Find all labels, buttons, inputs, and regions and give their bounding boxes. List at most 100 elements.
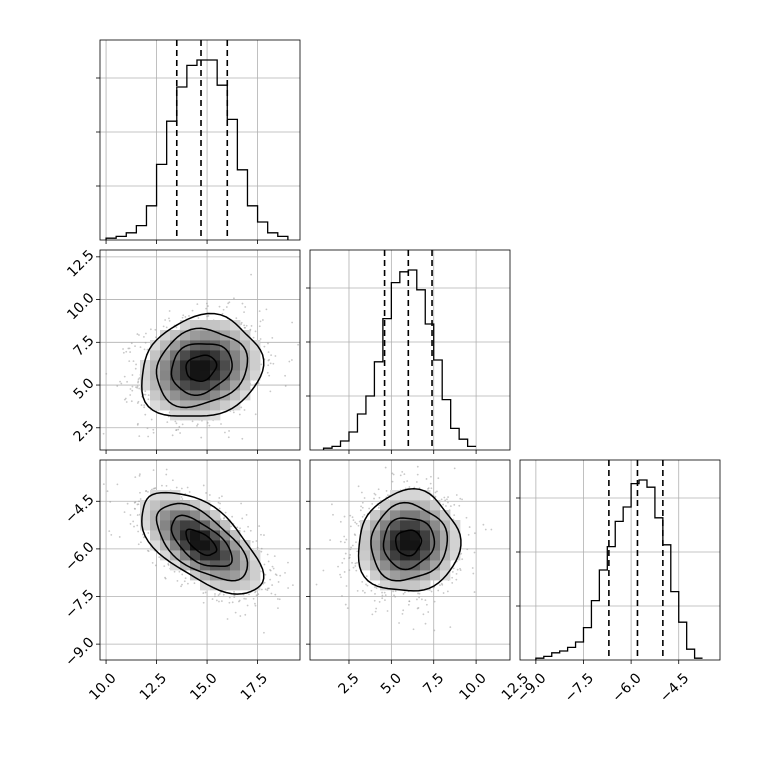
scatter-point: [255, 594, 258, 597]
scatter-point: [152, 428, 155, 431]
density-cell: [150, 350, 161, 361]
scatter-point: [138, 435, 141, 438]
scatter-point: [173, 570, 176, 573]
scatter-point: [232, 411, 235, 414]
scatter-point: [254, 590, 257, 593]
density-cell: [220, 550, 231, 561]
scatter-point: [108, 530, 111, 533]
scatter-point: [205, 302, 208, 305]
density-cell: [170, 340, 181, 351]
scatter-point: [455, 578, 458, 581]
scatter-point: [374, 610, 377, 613]
scatter-point: [408, 600, 411, 603]
density-cell: [190, 330, 201, 341]
density-cell: [210, 580, 221, 591]
scatter-point: [403, 473, 406, 476]
scatter-point: [386, 610, 389, 612]
scatter-point: [401, 612, 404, 615]
density-cell: [430, 500, 441, 511]
scatter-point: [137, 543, 140, 546]
scatter-point: [357, 485, 360, 488]
histogram-step: [535, 479, 703, 660]
scatter-point: [473, 591, 476, 593]
scatter-point: [368, 507, 371, 510]
scatter-point: [269, 390, 272, 393]
scatter-point: [208, 494, 211, 496]
density-cell: [210, 380, 221, 391]
scatter-point: [351, 561, 353, 564]
scatter-point: [167, 563, 170, 565]
scatter-point: [181, 423, 184, 426]
scatter-point: [254, 413, 257, 416]
scatter-point: [370, 589, 373, 592]
density-cell: [190, 510, 201, 521]
density-cell: [180, 330, 191, 341]
scatter-point: [339, 573, 341, 576]
scatter-point: [402, 609, 405, 612]
density-cell: [140, 370, 151, 381]
scatter-point: [474, 532, 476, 535]
scatter-point: [254, 330, 257, 333]
density-cell: [220, 380, 231, 391]
density-cell: [240, 350, 251, 361]
density-cell: [230, 530, 241, 541]
scatter-point: [154, 564, 157, 567]
scatter-point: [150, 418, 153, 421]
scatter-point: [290, 359, 293, 361]
scatter-point: [250, 273, 252, 276]
scatter-point: [175, 326, 178, 329]
density-cell: [150, 510, 161, 521]
density-cell: [210, 390, 221, 401]
scatter-point: [263, 631, 265, 634]
density-cell: [390, 540, 401, 551]
scatter-point: [339, 540, 342, 543]
density-cell: [210, 530, 221, 541]
density-cell: [190, 410, 201, 421]
scatter-point: [451, 576, 454, 579]
scatter-point: [434, 495, 437, 498]
scatter-point: [184, 316, 187, 318]
scatter-point: [344, 552, 347, 555]
scatter-point: [118, 536, 121, 538]
scatter-point: [230, 525, 233, 528]
scatter-point: [133, 507, 136, 510]
scatter-point: [343, 557, 346, 560]
joint-content: [100, 250, 300, 450]
y-tick-label-y1: 10.0: [64, 290, 97, 323]
scatter-point: [348, 569, 351, 572]
scatter-point: [147, 398, 150, 401]
density-cell: [440, 510, 451, 521]
scatter-point: [254, 602, 256, 605]
density-cell: [370, 570, 381, 581]
scatter-point: [152, 431, 155, 434]
scatter-point: [267, 351, 270, 354]
density-cell: [410, 580, 421, 591]
scatter-point: [234, 611, 237, 614]
contour-level-2: [155, 502, 249, 582]
scatter-point: [139, 491, 141, 494]
scatter-point: [381, 594, 384, 597]
scatter-point: [274, 593, 277, 596]
scatter-point: [416, 473, 419, 476]
y-tick-label-y1: 5.0: [71, 375, 98, 402]
contour-level-1: [382, 517, 436, 571]
density-cell: [380, 580, 391, 591]
density-cell: [220, 520, 231, 531]
scatter-point: [138, 474, 141, 477]
density-cell: [190, 320, 201, 331]
scatter-point: [345, 538, 348, 541]
scatter-point: [270, 592, 273, 595]
scatter-point: [398, 622, 400, 624]
density-cell: [160, 510, 171, 521]
scatter-point: [236, 526, 239, 529]
scatter-point: [263, 345, 266, 348]
scatter-point: [361, 506, 364, 509]
scatter-point: [452, 567, 455, 570]
scatter-point: [363, 513, 366, 516]
scatter-point: [164, 319, 167, 321]
density-cell: [170, 370, 181, 381]
scatter-point: [168, 310, 171, 312]
scatter-point: [467, 533, 470, 536]
scatter-point: [269, 362, 272, 365]
scatter-point: [144, 341, 147, 344]
